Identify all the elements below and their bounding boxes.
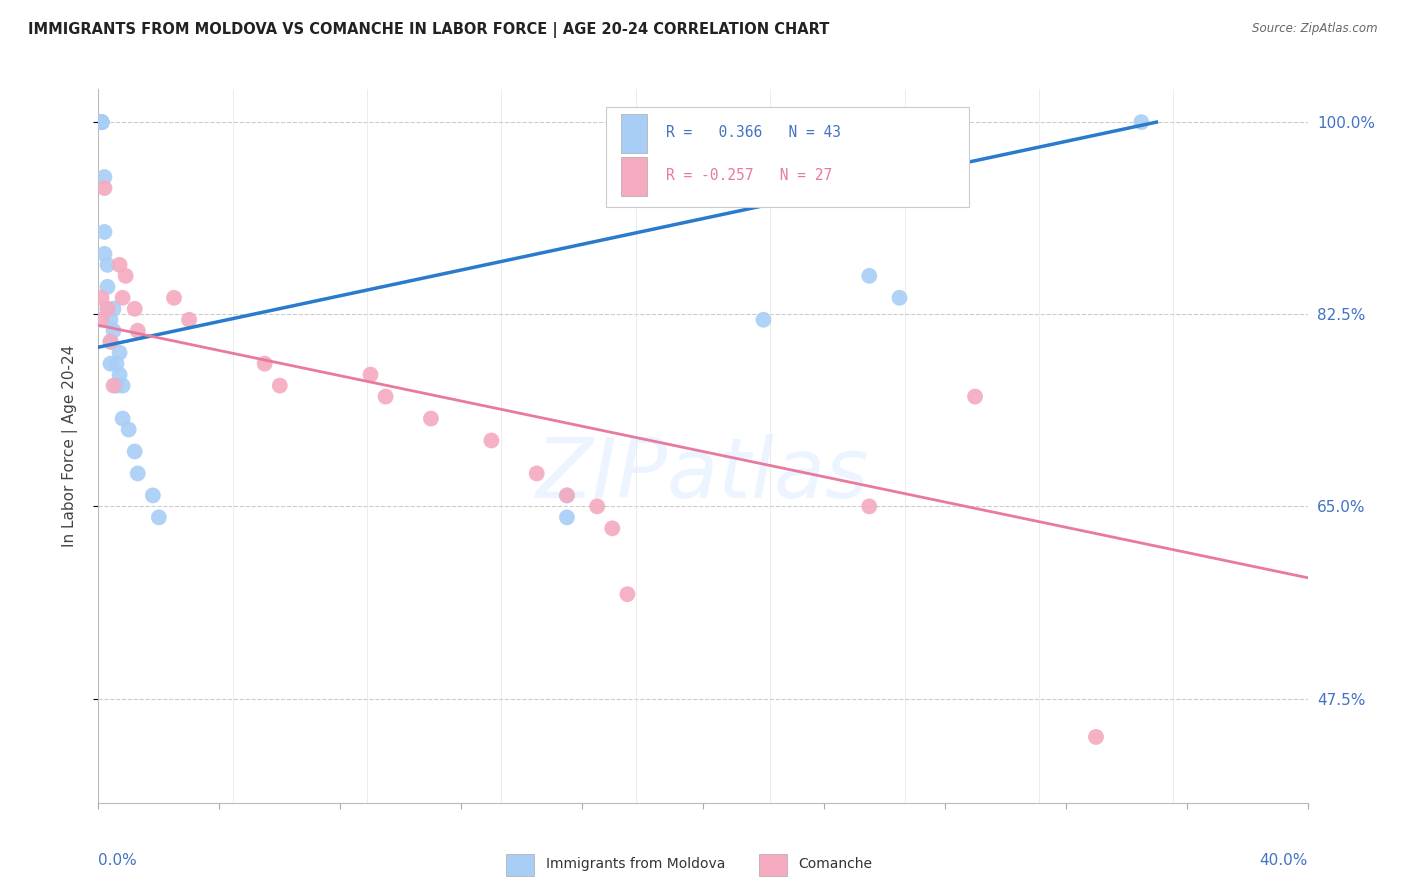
Point: [108, 345, 131, 359]
Point: [100, 357, 122, 371]
Point: [108, 258, 131, 272]
Point: [163, 291, 186, 305]
Point: [90, 115, 112, 129]
Point: [93, 225, 115, 239]
Point: [90, 115, 112, 129]
Text: Comanche: Comanche: [799, 857, 873, 871]
Point: [111, 411, 134, 425]
Point: [96, 301, 118, 316]
Point: [118, 423, 141, 437]
Text: ZIPatlas: ZIPatlas: [536, 434, 870, 515]
Point: [90, 115, 112, 129]
Text: 40.0%: 40.0%: [1260, 853, 1308, 868]
Point: [858, 268, 880, 283]
Point: [96, 280, 118, 294]
Point: [253, 357, 276, 371]
Point: [420, 411, 443, 425]
Point: [481, 434, 503, 448]
Text: R = -0.257   N = 27: R = -0.257 N = 27: [665, 168, 832, 183]
Point: [179, 312, 201, 326]
Point: [586, 500, 609, 514]
Point: [90, 115, 112, 129]
Point: [360, 368, 382, 382]
Point: [269, 378, 291, 392]
Point: [127, 324, 149, 338]
Text: 0.0%: 0.0%: [98, 853, 138, 868]
Point: [90, 115, 112, 129]
Point: [124, 444, 146, 458]
Point: [90, 312, 112, 326]
Point: [555, 488, 578, 502]
Point: [111, 378, 134, 392]
Point: [105, 378, 128, 392]
Point: [93, 247, 115, 261]
Point: [90, 115, 112, 129]
Point: [100, 334, 122, 349]
Point: [1085, 730, 1108, 744]
Point: [93, 169, 115, 184]
Point: [752, 312, 775, 326]
Y-axis label: In Labor Force | Age 20-24: In Labor Force | Age 20-24: [62, 345, 77, 547]
Point: [105, 357, 128, 371]
Point: [100, 312, 122, 326]
Point: [90, 115, 112, 129]
Point: [96, 301, 118, 316]
Bar: [621, 157, 647, 196]
Point: [96, 258, 118, 272]
Point: [526, 467, 548, 481]
Bar: [621, 114, 647, 153]
Bar: [606, 107, 969, 207]
Point: [90, 291, 112, 305]
Point: [142, 488, 165, 502]
Point: [555, 488, 578, 502]
Text: Immigrants from Moldova: Immigrants from Moldova: [546, 857, 725, 871]
Point: [90, 115, 112, 129]
Point: [103, 324, 125, 338]
Point: [93, 181, 115, 195]
Point: [111, 291, 134, 305]
Point: [889, 291, 911, 305]
Text: IMMIGRANTS FROM MOLDOVA VS COMANCHE IN LABOR FORCE | AGE 20-24 CORRELATION CHART: IMMIGRANTS FROM MOLDOVA VS COMANCHE IN L…: [28, 22, 830, 38]
Point: [103, 378, 125, 392]
Point: [108, 368, 131, 382]
Point: [127, 467, 149, 481]
Point: [602, 521, 624, 535]
Point: [124, 301, 146, 316]
Point: [965, 390, 987, 404]
Point: [90, 115, 112, 129]
Point: [374, 390, 396, 404]
Point: [616, 587, 638, 601]
Text: R =   0.366   N = 43: R = 0.366 N = 43: [665, 125, 841, 140]
Point: [858, 500, 880, 514]
Point: [100, 334, 122, 349]
Point: [103, 301, 125, 316]
Text: Source: ZipAtlas.com: Source: ZipAtlas.com: [1253, 22, 1378, 36]
Point: [555, 510, 578, 524]
Point: [114, 268, 136, 283]
Point: [1130, 115, 1153, 129]
Point: [148, 510, 170, 524]
